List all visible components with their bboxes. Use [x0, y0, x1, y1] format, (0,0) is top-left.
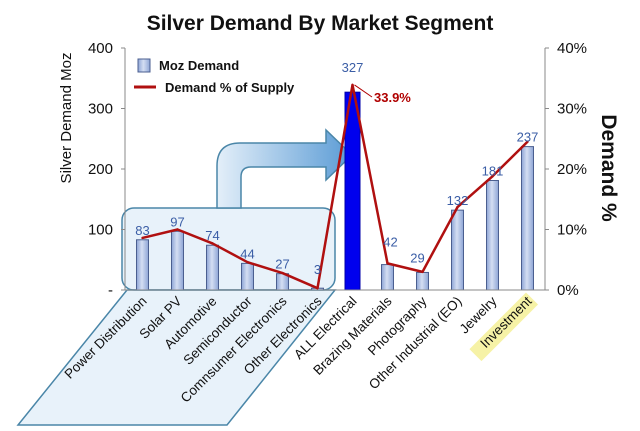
- y-axis-title: Silver Demand Moz: [58, 53, 75, 184]
- y2-tick-label: 20%: [557, 161, 587, 178]
- data-label-power-distribution: 83: [135, 223, 149, 238]
- point-power-distribution: [141, 236, 144, 240]
- bar-semiconductor: [241, 262, 254, 291]
- legend-line-label: Demand % of Supply: [165, 80, 295, 95]
- point-semiconductor: [246, 260, 249, 264]
- electronics-group-box: [121, 207, 336, 291]
- bar-automotive: [206, 244, 219, 291]
- data-label-brazing-materials: 42: [383, 235, 397, 250]
- data-label-solar-pv: 97: [170, 214, 184, 229]
- curved-arrow-icon: [216, 128, 354, 209]
- data-label-investment: 237: [517, 130, 539, 145]
- percent-line: [141, 83, 529, 290]
- point-comnsumer-electronics: [281, 271, 284, 275]
- label-highlight: [469, 292, 539, 362]
- point-other-electronics: [316, 286, 319, 290]
- point-brazing-materials: [386, 262, 389, 265]
- annotation-leader: [354, 84, 373, 98]
- data-label-photography: 29: [410, 250, 424, 265]
- point-automotive: [211, 242, 214, 245]
- y-tick-label: 400: [88, 40, 113, 57]
- bar-solar-pv: [171, 230, 184, 291]
- data-label-all-electrical: 327: [342, 60, 364, 75]
- y-tick-label: 300: [88, 101, 113, 118]
- bar-power-distribution: [136, 239, 149, 291]
- data-labels: 83 97 74 44 27 3 327 42 29 132 181 237: [135, 60, 538, 277]
- chart-title: Silver Demand By Market Segment: [147, 12, 494, 35]
- point-solar-pv: [176, 228, 179, 231]
- right-axis-ticks: 0% 10% 20% 30% 40%: [545, 40, 587, 299]
- data-label-other-industrial-eo: 132: [447, 193, 469, 208]
- bar-photography: [416, 271, 429, 291]
- point-all-electrical: [351, 83, 354, 87]
- bar-brazing-materials: [381, 264, 394, 291]
- data-label-automotive: 74: [205, 228, 219, 243]
- y2-tick-label: 40%: [557, 40, 587, 57]
- y-tick-label: -: [108, 282, 113, 299]
- point-other-industrial-eo: [456, 205, 459, 209]
- data-label-semiconductor: 44: [240, 246, 254, 261]
- y-tick-label: 100: [88, 222, 113, 239]
- y2-tick-label: 0%: [557, 282, 579, 299]
- data-label-jewelry: 181: [482, 163, 504, 178]
- point-photography: [421, 270, 424, 274]
- y2-tick-label: 30%: [557, 101, 587, 118]
- bar-other-industrial-eo: [451, 209, 464, 291]
- data-label-other-electronics: 3: [314, 262, 321, 277]
- bars: [136, 91, 534, 291]
- left-axis-ticks: - 100 200 300 400: [88, 40, 125, 299]
- data-label-comnsumer-electronics: 27: [275, 257, 289, 272]
- legend-bar-swatch: [137, 58, 151, 73]
- point-jewelry: [491, 175, 494, 178]
- legend-bar-label: Moz Demand: [159, 58, 239, 73]
- annotation-text: 33.9%: [374, 90, 411, 105]
- y2-axis-title: Demand %: [597, 114, 620, 222]
- legend: Moz Demand Demand % of Supply: [134, 58, 295, 95]
- y-tick-label: 200: [88, 161, 113, 178]
- y2-tick-label: 10%: [557, 222, 587, 239]
- bar-investment: [521, 146, 534, 291]
- bar-jewelry: [486, 179, 499, 291]
- line-demand-percent: [142, 83, 529, 290]
- point-investment: [526, 140, 529, 143]
